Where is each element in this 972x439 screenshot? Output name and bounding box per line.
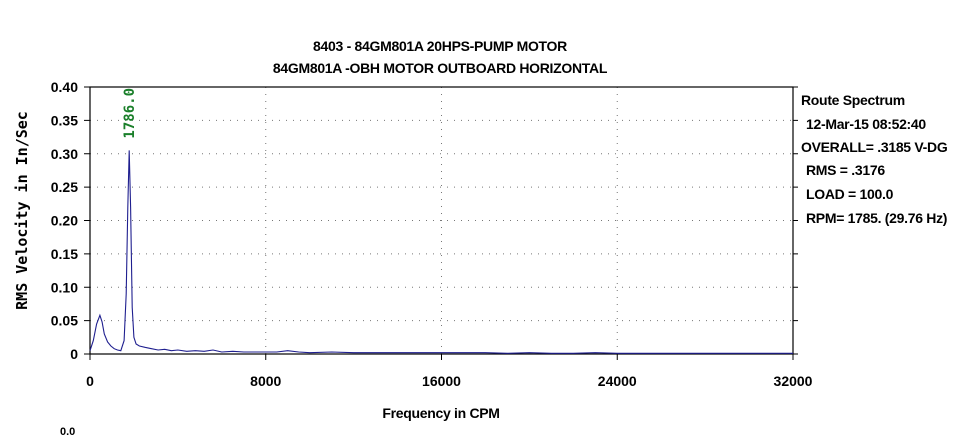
x-tick-label: 32000 <box>774 373 813 389</box>
spectrum-line <box>89 150 793 354</box>
footer-stub: 0.0 <box>60 426 76 438</box>
y-tick-label: 0.10 <box>51 279 78 295</box>
info-rms: RMS = .3176 <box>806 162 885 178</box>
info-rpm: RPM= 1785. (29.76 Hz) <box>806 210 948 226</box>
peak-label: 1786.0 <box>122 88 138 139</box>
x-tick-label: 16000 <box>422 373 461 389</box>
y-tick-label: 0.15 <box>51 246 78 262</box>
info-overall: OVERALL= .3185 V-DG <box>801 139 948 155</box>
x-axis-label: Frequency in CPM <box>382 405 499 421</box>
y-tick-label: 0.05 <box>51 313 78 329</box>
y-tick-label: 0.30 <box>51 146 78 162</box>
info-load: LOAD = 100.0 <box>806 186 894 202</box>
x-axis-ticks: 0 8000 16000 24000 32000 <box>86 354 813 389</box>
y-tick-label: 0.40 <box>51 79 78 95</box>
x-tick-label: 8000 <box>250 373 281 389</box>
chart-subtitle: 84GM801A -OBH MOTOR OUTBOARD HORIZONTAL <box>272 60 608 76</box>
grid-lines <box>90 87 793 354</box>
x-tick-label: 24000 <box>598 373 637 389</box>
x-tick-label: 0 <box>86 373 94 389</box>
y-tick-label: 0 <box>70 346 78 362</box>
info-route-spectrum: Route Spectrum <box>801 92 905 108</box>
y-tick-label: 0.35 <box>51 112 78 128</box>
y-tick-label: 0.20 <box>51 213 78 229</box>
y-axis-ticks: 0 0.05 0.10 0.15 0.20 0.25 0.30 0.35 0.40 <box>51 79 798 362</box>
chart-title: 8403 - 84GM801A 20HPS-PUMP MOTOR <box>313 38 567 54</box>
y-axis-label: RMS Velocity in In/Sec <box>13 111 31 310</box>
info-timestamp: 12-Mar-15 08:52:40 <box>806 116 926 132</box>
y-tick-label: 0.25 <box>51 179 78 195</box>
